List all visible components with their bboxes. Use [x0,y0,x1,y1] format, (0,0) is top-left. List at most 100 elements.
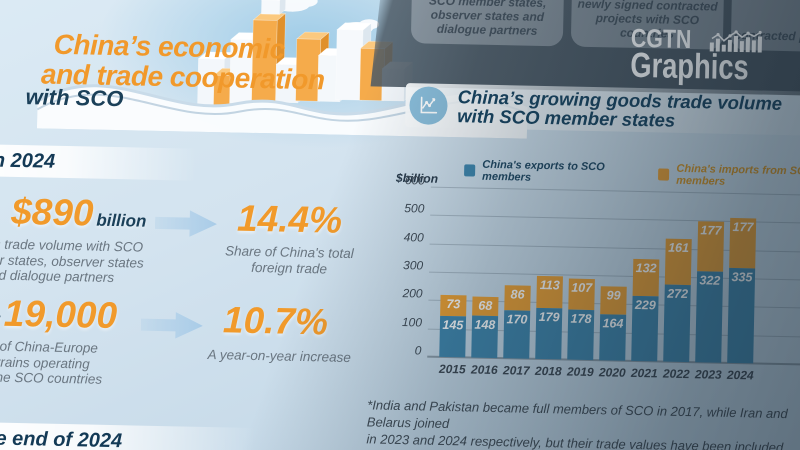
imports-value-2016: 68 [478,298,493,313]
x-tick-2023: 2023 [694,367,722,382]
exports-value-2021: 229 [634,298,656,313]
imports-value-2020: 99 [606,287,621,303]
x-axis-ticks: 2015 2016 2017 2018 2019 2020 2021 2022 2023 2024 [438,361,754,383]
bar-2016: 68 148 [471,296,499,359]
exports-legend-label: China's exports to SCO members [481,158,605,184]
logo-graphics-text: Graphics [629,45,750,88]
bar-plot: 0 100 200 300 400 500 600 73 145 68 148 86 170 113 179… [402,173,800,382]
imports-value-2019: 107 [571,280,593,296]
cgtn-graphics-logo: CGTN Graphics [629,23,783,88]
y-tick-100: 100 [401,314,423,330]
line-chart-icon [409,86,448,125]
x-tick-2021: 2021 [630,365,658,381]
x-tick-2015: 2015 [438,361,466,377]
exports-value-2024: 335 [731,270,753,285]
x-tick-2016: 2016 [470,362,498,378]
imports-value-2024: 177 [732,219,754,235]
exports-segment-2016: 148 [471,315,499,359]
arrow-right-icon-2 [141,310,204,341]
stat1-unit: billion [96,210,147,231]
x-tick-2024: 2024 [726,367,754,383]
exports-swatch [464,164,476,177]
stat2-result: 10.7% [222,299,329,343]
imports-segment-2023: 177 [697,220,725,272]
imports-value-2023: 177 [700,222,722,238]
bar-2024: 177 335 [727,217,757,364]
y-tick-300: 300 [402,258,424,273]
stat1-desc: China's trade volume with SCO member sta… [0,236,144,286]
stat1-number: $890 [10,190,94,234]
page-subtitle: with SCO [25,84,124,112]
section-title-2024: In 2024 [0,148,56,173]
exports-segment-2023: 322 [695,271,724,363]
exports-segment-2024: 335 [727,267,756,364]
section-band-end-2024: By the end of 2024 [0,421,256,450]
arrow-right-icon [155,208,218,239]
imports-segment-2022: 161 [664,238,692,286]
stat1-result-desc: Share of China's total foreign trade [224,243,354,276]
stat2-result-desc: A year-on-year increase [207,347,352,365]
bar-2017: 86 170 [503,285,531,359]
imports-value-2015: 73 [446,297,461,312]
stat2-number: 19,000 [3,292,118,337]
imports-segment-2021: 132 [632,258,660,297]
exports-segment-2022: 272 [663,284,691,363]
section-band-2024: In 2024 [0,143,197,181]
bar-2015: 73 145 [439,295,467,358]
exports-segment-2021: 229 [631,296,659,362]
bar-2023: 177 322 [695,220,725,363]
legend-item-imports: China's imports from SCO members [658,162,800,190]
exports-value-2020: 164 [602,315,624,331]
x-tick-2022: 2022 [662,366,690,382]
imports-segment-2018: 113 [536,276,563,309]
chart-title: China’s growing goods trade volume with … [457,86,782,133]
exports-value-2018: 179 [538,310,560,325]
imports-segment-2016: 68 [472,296,499,317]
imports-segment-2020: 99 [600,285,627,315]
bars-group: 73 145 68 148 86 170 113 179 107 178 99 164 132 229 16… [439,212,757,364]
exports-value-2016: 148 [474,317,496,333]
chart-footnote: *India and Pakistan became full members … [366,396,797,450]
exports-segment-2019: 178 [567,309,595,361]
x-tick-2020: 2020 [598,365,626,380]
imports-segment-2024: 177 [729,217,757,269]
chart-legend: China's exports to SCO members China's i… [464,158,800,190]
exports-value-2023: 322 [699,273,721,288]
y-tick-0: 0 [414,343,422,358]
bar-2018: 113 179 [535,276,563,360]
x-tick-2019: 2019 [566,364,594,380]
x-tick-2018: 2018 [534,363,562,379]
imports-segment-2015: 73 [440,295,467,317]
bar-2021: 132 229 [631,258,660,362]
exports-segment-2018: 179 [535,308,563,360]
exports-segment-2017: 170 [503,310,531,359]
exports-segment-2015: 145 [439,315,467,358]
imports-legend-label: China's imports from SCO members [676,162,800,188]
exports-segment-2020: 164 [599,313,627,361]
exports-value-2022: 272 [667,286,689,301]
imports-value-2018: 113 [539,278,560,293]
legend-item-exports: China's exports to SCO members [464,158,621,185]
y-tick-200: 200 [402,286,423,301]
bar-2019: 107 178 [567,278,595,361]
imports-value-2021: 132 [635,260,657,276]
exports-value-2017: 170 [506,312,528,327]
imports-value-2017: 86 [510,287,525,303]
exports-value-2015: 145 [442,317,464,333]
y-tick-500: 500 [404,201,425,216]
stat1-value: $890 billion [10,190,147,241]
stat-card-1-label: SCO member states, observer states and d… [428,0,547,38]
imports-segment-2019: 107 [568,278,595,310]
stat1-result: 14.4% [236,197,343,241]
exports-value-2019: 178 [570,311,592,326]
stat-card-1: SCO member states, observer states and d… [410,0,565,47]
imports-segment-2017: 86 [504,285,531,311]
bar-2020: 99 164 [599,285,627,361]
section-title-end-2024: By the end of 2024 [0,426,123,450]
chart-header: China’s growing goods trade volume with … [405,83,800,137]
y-tick-600: 600 [404,173,426,188]
imports-value-2022: 161 [667,240,690,256]
stat2-value: About19,000 [0,292,118,342]
